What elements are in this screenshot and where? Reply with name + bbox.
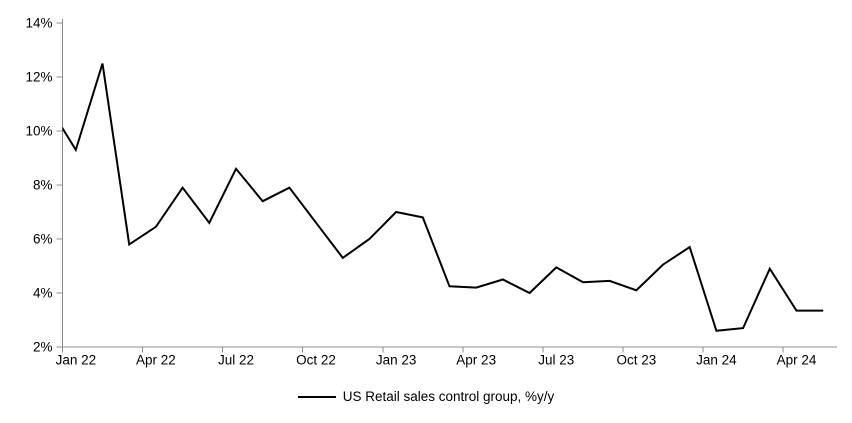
x-tick-label: Apr 24 bbox=[777, 353, 817, 368]
legend: US Retail sales control group, %y/y bbox=[0, 389, 852, 404]
legend-label: US Retail sales control group, %y/y bbox=[342, 389, 555, 404]
y-tick-label: 8% bbox=[33, 178, 53, 193]
x-tick-label: Jan 22 bbox=[56, 353, 97, 368]
x-tick-label: Jul 22 bbox=[218, 353, 254, 368]
legend-line-sample bbox=[297, 395, 336, 398]
x-tick-label: Jan 24 bbox=[696, 353, 737, 368]
y-tick-label: 10% bbox=[25, 124, 52, 139]
y-tick-label: 6% bbox=[33, 232, 53, 247]
x-tick-label: Apr 22 bbox=[136, 353, 176, 368]
y-tick-label: 14% bbox=[25, 16, 52, 31]
x-tick-label: Jan 23 bbox=[376, 353, 417, 368]
x-tick-label: Oct 23 bbox=[616, 353, 656, 368]
x-tick-label: Oct 22 bbox=[296, 353, 336, 368]
y-tick-label: 12% bbox=[25, 70, 52, 85]
x-tick-label: Apr 23 bbox=[456, 353, 496, 368]
x-tick-label: Jul 23 bbox=[538, 353, 574, 368]
y-tick-label: 4% bbox=[33, 286, 53, 301]
series-line-us-retail-sales-control-group bbox=[62, 63, 824, 332]
y-tick-label: 2% bbox=[33, 340, 53, 355]
